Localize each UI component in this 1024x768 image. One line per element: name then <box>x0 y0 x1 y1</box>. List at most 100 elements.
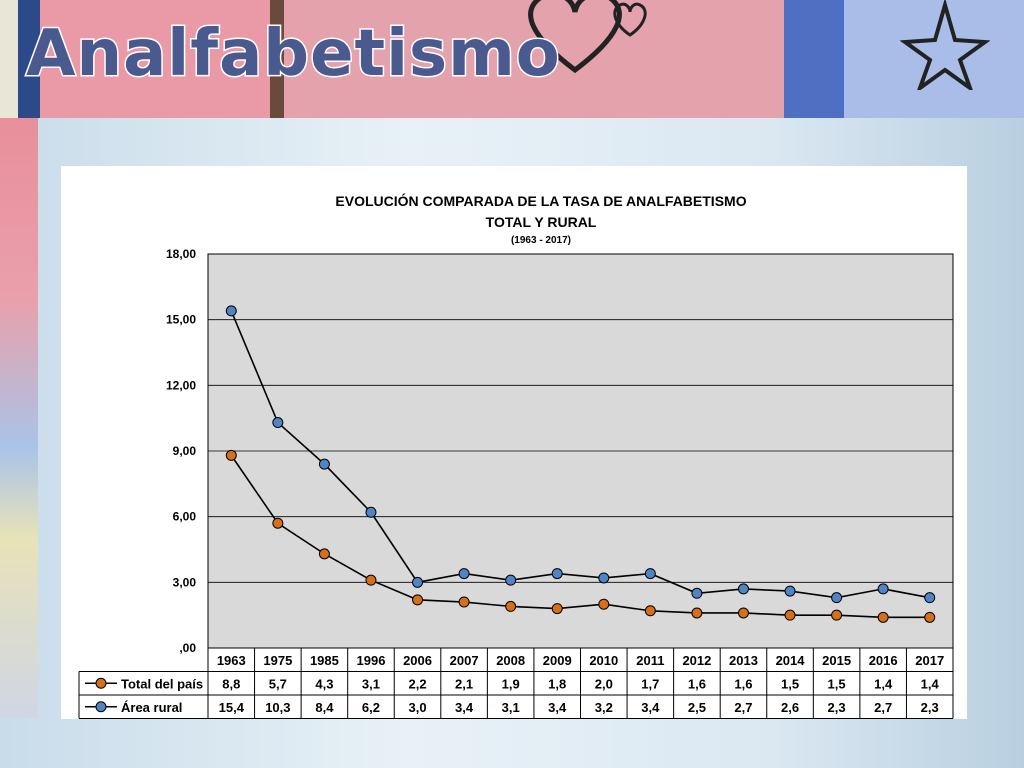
y-tick-label: 15,00 <box>166 313 196 327</box>
data-label: 3,1 <box>362 676 380 691</box>
chart-title-line2: TOTAL Y RURAL <box>486 214 597 230</box>
data-point <box>598 572 610 584</box>
chart-subtitle: (1963 - 2017) <box>511 235 571 246</box>
y-tick-label: 3,00 <box>173 575 197 589</box>
series-line-1 <box>230 310 930 599</box>
x-tick-label: 2007 <box>450 653 479 668</box>
star-doodle-icon <box>900 0 990 90</box>
data-label: 1,6 <box>734 676 752 691</box>
data-point <box>225 305 237 317</box>
data-point <box>877 583 889 595</box>
data-label: 2,7 <box>874 700 892 715</box>
data-point <box>924 611 936 623</box>
legend-marker <box>95 701 107 713</box>
legend-entry: Área rural <box>121 700 182 715</box>
x-tick-label: 1985 <box>310 653 339 668</box>
data-point <box>644 568 656 580</box>
header-banner: Analfabetismo <box>0 0 1024 118</box>
y-tick-label: ,00 <box>179 641 196 655</box>
y-tick-label: 6,00 <box>173 510 197 524</box>
data-point <box>831 592 843 604</box>
x-tick-label: 2009 <box>543 653 572 668</box>
data-label: 2,1 <box>455 676 473 691</box>
data-point <box>691 587 703 599</box>
data-label: 5,7 <box>269 676 287 691</box>
legend-entry: Total del país <box>121 676 203 691</box>
data-label: 3,4 <box>641 700 660 715</box>
data-point <box>784 585 796 597</box>
data-label: 1,7 <box>641 676 659 691</box>
data-label: 3,4 <box>455 700 474 715</box>
data-label: 3,2 <box>595 700 613 715</box>
x-tick-label: 2015 <box>822 653 851 668</box>
data-label: 1,8 <box>548 676 566 691</box>
data-point <box>412 594 424 606</box>
data-point <box>318 458 330 470</box>
data-point <box>272 517 284 529</box>
x-tick-label: 2013 <box>729 653 758 668</box>
data-point <box>505 574 517 586</box>
heart-doodle-icon <box>528 0 622 74</box>
x-tick-label: 1975 <box>263 653 292 668</box>
slide-title: Analfabetismo <box>25 17 562 91</box>
data-label: 2,3 <box>921 700 939 715</box>
data-point <box>272 417 284 429</box>
data-label: 8,4 <box>315 700 334 715</box>
data-label: 2,3 <box>828 700 846 715</box>
line-chart: EVOLUCIÓN COMPARADA DE LA TASA DE ANALFA… <box>78 192 954 719</box>
x-tick-label: 2012 <box>682 653 711 668</box>
data-point <box>458 568 470 580</box>
x-tick-label: 2017 <box>915 653 944 668</box>
data-point <box>784 609 796 621</box>
data-point <box>412 576 424 588</box>
x-tick-label: 2010 <box>589 653 618 668</box>
data-point <box>225 449 237 461</box>
data-label: 1,5 <box>828 676 846 691</box>
data-label: 1,6 <box>688 676 706 691</box>
x-tick-label: 2014 <box>776 653 806 668</box>
data-label: 3,4 <box>548 700 567 715</box>
x-tick-label: 2011 <box>636 653 664 668</box>
data-point <box>737 607 749 619</box>
data-point <box>737 583 749 595</box>
chart-panel: EVOLUCIÓN COMPARADA DE LA TASA DE ANALFA… <box>61 166 967 719</box>
data-point <box>877 611 889 623</box>
y-tick-label: 12,00 <box>166 378 196 392</box>
data-label: 2,6 <box>781 700 799 715</box>
data-point <box>505 600 517 612</box>
data-label: 3,0 <box>408 700 426 715</box>
chart-title: EVOLUCIÓN COMPARADA DE LA TASA DE ANALFA… <box>335 192 746 209</box>
data-point <box>318 548 330 560</box>
x-tick-label: 1963 <box>217 653 246 668</box>
data-point <box>458 596 470 608</box>
data-point <box>691 607 703 619</box>
data-point <box>924 592 936 604</box>
data-label: 2,0 <box>595 676 613 691</box>
data-label: 4,3 <box>315 676 333 691</box>
data-point <box>831 609 843 621</box>
x-tick-label: 2006 <box>403 653 432 668</box>
left-decorative-strip <box>0 118 38 718</box>
data-label: 2,7 <box>734 700 752 715</box>
series-line-0 <box>230 454 930 619</box>
data-label: 15,4 <box>219 700 245 715</box>
data-label: 3,1 <box>502 700 520 715</box>
data-label: 8,8 <box>222 676 240 691</box>
data-label: 1,9 <box>502 676 520 691</box>
data-label: 1,4 <box>874 676 893 691</box>
data-label: 1,4 <box>921 676 940 691</box>
data-point <box>598 598 610 610</box>
y-tick-label: 18,00 <box>166 247 196 261</box>
data-point <box>365 574 377 586</box>
data-label: 1,5 <box>781 676 799 691</box>
data-point <box>365 506 377 518</box>
heart-small-doodle-icon <box>613 2 647 37</box>
x-tick-label: 1996 <box>357 653 386 668</box>
x-tick-label: 2008 <box>496 653 525 668</box>
data-label: 2,5 <box>688 700 706 715</box>
data-point <box>551 568 563 580</box>
data-label: 10,3 <box>265 700 290 715</box>
legend-marker <box>95 677 107 689</box>
data-point <box>644 605 656 617</box>
x-tick-label: 2016 <box>869 653 898 668</box>
